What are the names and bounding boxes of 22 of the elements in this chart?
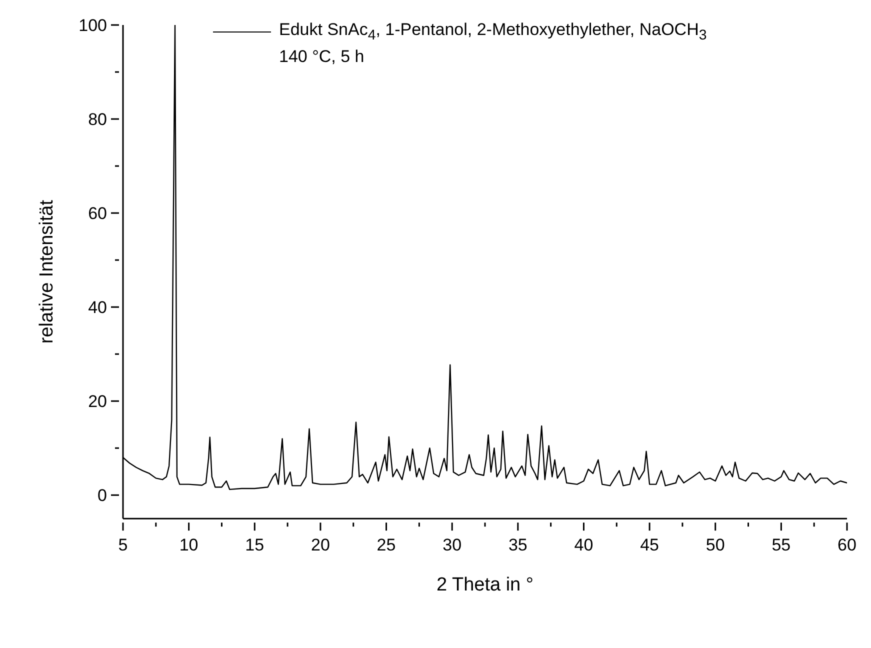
y-tick-label: 60: [88, 204, 107, 224]
y-tick-label: 20: [88, 392, 107, 412]
x-tick-label: 10: [179, 536, 198, 555]
annotation: 140 °C, 5 h: [279, 47, 366, 68]
x-tick-label: 30: [442, 536, 462, 555]
x-tick-label: 20: [310, 536, 330, 555]
y-tick-label: 80: [88, 110, 107, 130]
x-tick-label: 60: [838, 536, 856, 555]
x-axis-title: 2 Theta in °: [436, 574, 534, 596]
x-tick-label: 25: [376, 536, 396, 555]
x-tick-label: 45: [640, 536, 660, 555]
y-tick-label: 0: [98, 486, 107, 506]
x-tick-label: 40: [574, 536, 594, 555]
y-tick-label: 40: [88, 298, 107, 318]
x-tick-label: 5: [118, 536, 128, 555]
y-axis-title: relative Intensität: [36, 199, 58, 344]
x-tick-label: 15: [245, 536, 264, 555]
legend-label: Edukt SnAc$_{4}$, 1-Pentanol, 2-Methoxyethylether, NaOCH$_{3}$: [279, 20, 707, 44]
x-tick-label: 35: [508, 536, 528, 555]
x-tick-label: 50: [706, 536, 725, 555]
y-tick-label: 100: [78, 16, 107, 35]
x-tick-label: 55: [772, 536, 791, 555]
